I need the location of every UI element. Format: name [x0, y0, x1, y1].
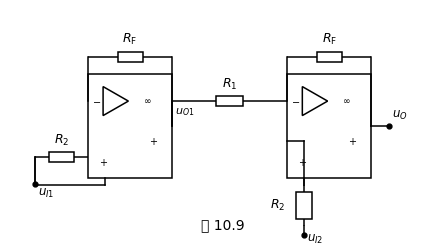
Text: $\infty$: $\infty$	[143, 97, 151, 106]
Text: $+$: $+$	[348, 136, 357, 147]
Bar	[49, 152, 74, 162]
Text: $u_{O1}$: $u_{O1}$	[175, 106, 194, 118]
Bar	[317, 52, 342, 62]
Bar	[296, 192, 311, 219]
Text: $-$: $-$	[291, 96, 300, 106]
Text: $-$: $-$	[92, 96, 101, 106]
Text: $u_{I2}$: $u_{I2}$	[307, 233, 323, 246]
Bar	[216, 96, 243, 106]
Text: $+$: $+$	[298, 157, 307, 168]
Text: $+$: $+$	[149, 136, 158, 147]
Text: $u_{I1}$: $u_{I1}$	[38, 187, 54, 200]
Text: $R_{\mathrm{F}}$: $R_{\mathrm{F}}$	[322, 32, 337, 47]
Bar	[117, 52, 142, 62]
Text: $R_{1}$: $R_{1}$	[222, 77, 237, 92]
Bar	[88, 74, 172, 178]
Text: $u_{O}$: $u_{O}$	[392, 109, 407, 122]
Text: $R_{2}$: $R_{2}$	[270, 198, 285, 213]
Text: $R_{\mathrm{F}}$: $R_{\mathrm{F}}$	[122, 32, 138, 47]
Text: $R_{2}$: $R_{2}$	[54, 133, 69, 148]
Bar	[287, 74, 372, 178]
Text: $\infty$: $\infty$	[342, 97, 351, 106]
Text: $+$: $+$	[99, 157, 108, 168]
Text: 图 10.9: 图 10.9	[201, 218, 244, 232]
